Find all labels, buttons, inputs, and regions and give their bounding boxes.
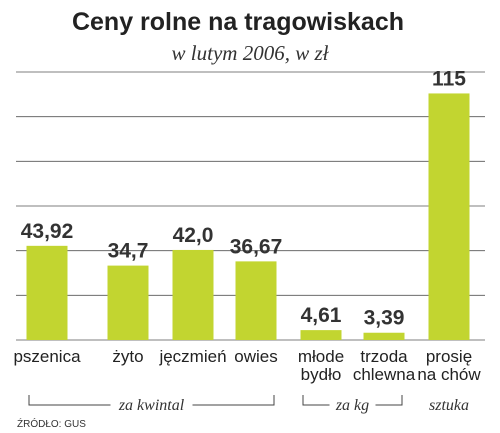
category-label: bydło <box>301 365 342 384</box>
bar <box>26 245 68 340</box>
bar <box>107 265 149 340</box>
unit-group-label: sztuka <box>429 397 469 414</box>
bar <box>172 249 214 340</box>
unit-group-label: za kg <box>335 397 369 414</box>
value-label: 36,67 <box>230 235 283 258</box>
category-label: pszenica <box>13 347 81 366</box>
bracket-right <box>375 395 403 406</box>
category-label: żyto <box>112 347 143 366</box>
value-labels: 43,92 34,7 42,0 36,67 4,61 3,39 115 <box>21 67 467 329</box>
chart-subtitle: w lutym 2006, w zł <box>172 41 330 65</box>
category-label: jęczmień <box>158 347 226 366</box>
category-label: młode <box>298 347 344 366</box>
bar <box>428 93 470 340</box>
unit-groups: za kwintal za kg sztuka <box>28 395 469 414</box>
gridlines <box>16 71 485 341</box>
value-label: 43,92 <box>21 220 74 243</box>
bracket-left <box>28 395 111 406</box>
value-label: 115 <box>432 67 466 90</box>
category-label: owies <box>234 347 277 366</box>
bracket-right <box>192 395 275 406</box>
bars <box>26 93 470 340</box>
category-label: chlewna <box>353 365 416 384</box>
value-label: 3,39 <box>364 307 405 330</box>
category-label: trzoda <box>360 347 408 366</box>
bracket-left <box>302 395 330 406</box>
value-label: 34,7 <box>108 240 149 263</box>
category-label: na chów <box>417 365 481 384</box>
bar <box>300 330 342 340</box>
bar <box>363 332 405 340</box>
source-note: ŹRÓDŁO: GUS <box>17 417 86 430</box>
value-label: 4,61 <box>301 304 342 327</box>
unit-group-label: za kwintal <box>118 397 185 414</box>
chart-title: Ceny rolne na tragowiskach <box>72 8 404 36</box>
bar <box>235 261 277 340</box>
value-label: 42,0 <box>173 224 214 247</box>
category-label: prosię <box>426 347 472 366</box>
